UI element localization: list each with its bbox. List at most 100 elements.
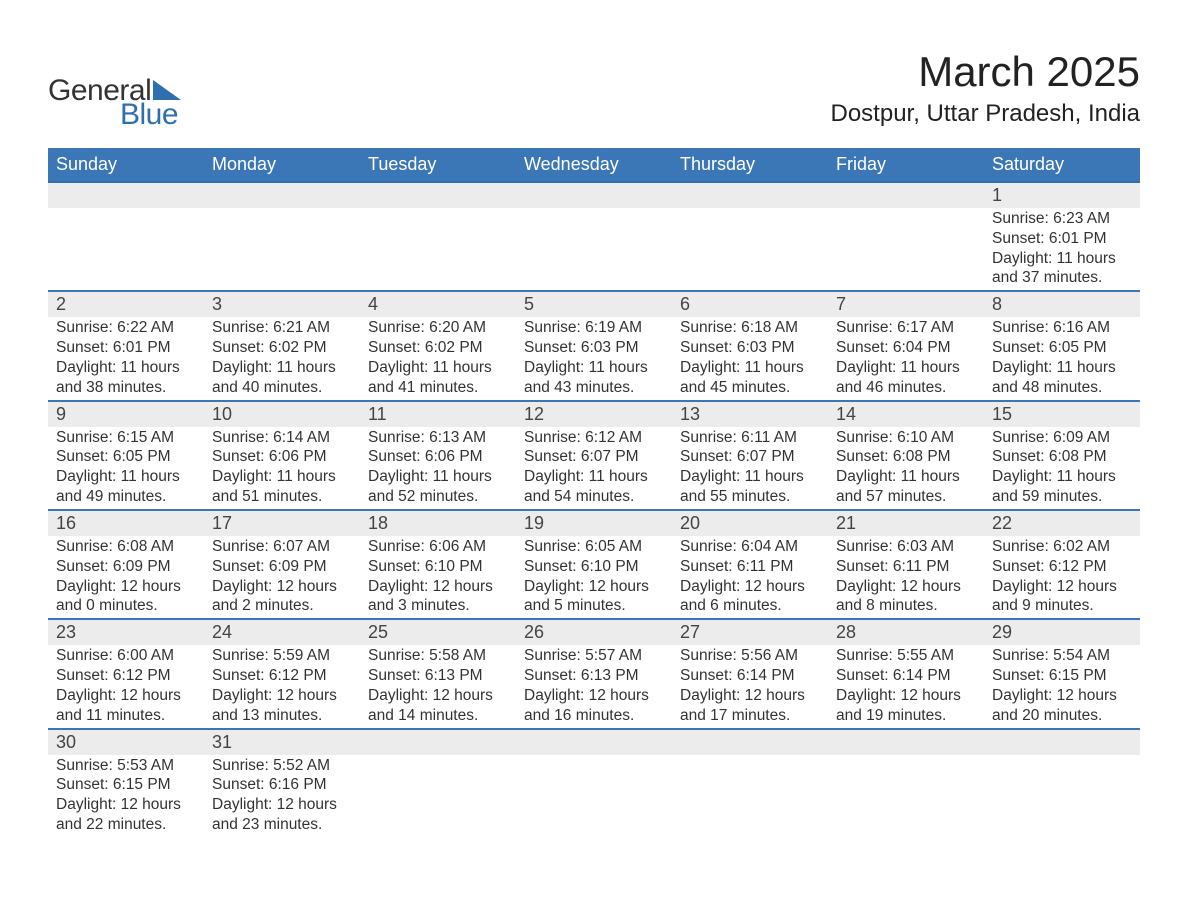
daylight-text-1: Daylight: 11 hours [836,358,976,378]
day-detail-cell: Sunrise: 6:15 AMSunset: 6:05 PMDaylight:… [48,427,204,510]
weekday-header: Thursday [672,148,828,182]
daylight-text-2: and 5 minutes. [524,596,664,616]
day-number-row: 16171819202122 [48,510,1140,536]
weekday-header: Tuesday [360,148,516,182]
day-number-cell: 30 [48,729,204,755]
day-number-cell: 2 [48,291,204,317]
day-number-cell [828,729,984,755]
day-detail-cell: Sunrise: 6:10 AMSunset: 6:08 PMDaylight:… [828,427,984,510]
day-detail-cell [360,755,516,837]
day-number-cell: 5 [516,291,672,317]
day-detail-cell: Sunrise: 6:07 AMSunset: 6:09 PMDaylight:… [204,536,360,619]
sunrise-text: Sunrise: 5:52 AM [212,756,352,776]
daylight-text-2: and 54 minutes. [524,487,664,507]
sunrise-text: Sunrise: 6:22 AM [56,318,196,338]
empty-cell [56,209,196,287]
daylight-text-2: and 46 minutes. [836,378,976,398]
logo-text-2: Blue [120,100,181,130]
sunrise-text: Sunrise: 5:57 AM [524,646,664,666]
daylight-text-2: and 11 minutes. [56,706,196,726]
daylight-text-1: Daylight: 12 hours [212,577,352,597]
day-number-cell: 29 [984,619,1140,645]
day-number-cell [360,182,516,208]
calendar-table: Sunday Monday Tuesday Wednesday Thursday… [48,148,1140,837]
day-number-cell: 22 [984,510,1140,536]
day-detail-row: Sunrise: 6:23 AMSunset: 6:01 PMDaylight:… [48,208,1140,291]
daylight-text-1: Daylight: 12 hours [56,686,196,706]
day-number-cell: 26 [516,619,672,645]
daylight-text-1: Daylight: 11 hours [524,358,664,378]
weekday-header: Wednesday [516,148,672,182]
day-detail-cell: Sunrise: 6:03 AMSunset: 6:11 PMDaylight:… [828,536,984,619]
day-detail-cell [984,755,1140,837]
sunrise-text: Sunrise: 6:02 AM [992,537,1132,557]
day-number-cell [672,729,828,755]
title-block: March 2025 Dostpur, Uttar Pradesh, India [831,48,1141,128]
day-detail-row: Sunrise: 6:08 AMSunset: 6:09 PMDaylight:… [48,536,1140,619]
sunset-text: Sunset: 6:09 PM [56,557,196,577]
day-detail-cell [204,208,360,291]
sunset-text: Sunset: 6:15 PM [56,775,196,795]
daylight-text-2: and 16 minutes. [524,706,664,726]
daylight-text-1: Daylight: 11 hours [368,358,508,378]
day-detail-cell: Sunrise: 5:55 AMSunset: 6:14 PMDaylight:… [828,645,984,728]
day-number-cell: 6 [672,291,828,317]
weekday-header: Sunday [48,148,204,182]
day-detail-cell: Sunrise: 6:11 AMSunset: 6:07 PMDaylight:… [672,427,828,510]
daylight-text-2: and 43 minutes. [524,378,664,398]
daylight-text-1: Daylight: 12 hours [836,577,976,597]
empty-cell [836,756,976,834]
day-detail-cell: Sunrise: 6:12 AMSunset: 6:07 PMDaylight:… [516,427,672,510]
daylight-text-2: and 8 minutes. [836,596,976,616]
empty-cell [368,756,508,834]
sunset-text: Sunset: 6:03 PM [524,338,664,358]
sunset-text: Sunset: 6:03 PM [680,338,820,358]
daylight-text-1: Daylight: 12 hours [680,686,820,706]
day-number-cell: 10 [204,401,360,427]
sunset-text: Sunset: 6:14 PM [836,666,976,686]
daylight-text-1: Daylight: 12 hours [836,686,976,706]
daylight-text-1: Daylight: 12 hours [680,577,820,597]
daylight-text-2: and 59 minutes. [992,487,1132,507]
day-detail-cell: Sunrise: 6:18 AMSunset: 6:03 PMDaylight:… [672,317,828,400]
day-detail-cell: Sunrise: 6:08 AMSunset: 6:09 PMDaylight:… [48,536,204,619]
daylight-text-1: Daylight: 11 hours [680,358,820,378]
logo: General Blue [48,48,181,130]
sunset-text: Sunset: 6:02 PM [212,338,352,358]
page-title: March 2025 [831,48,1141,96]
sunrise-text: Sunrise: 6:18 AM [680,318,820,338]
daylight-text-1: Daylight: 11 hours [56,467,196,487]
day-detail-cell: Sunrise: 5:54 AMSunset: 6:15 PMDaylight:… [984,645,1140,728]
day-detail-cell: Sunrise: 5:56 AMSunset: 6:14 PMDaylight:… [672,645,828,728]
day-number-cell: 4 [360,291,516,317]
day-detail-cell: Sunrise: 6:16 AMSunset: 6:05 PMDaylight:… [984,317,1140,400]
empty-cell [368,209,508,287]
empty-cell [680,756,820,834]
day-number-cell: 9 [48,401,204,427]
empty-cell [992,756,1132,834]
daylight-text-2: and 52 minutes. [368,487,508,507]
daylight-text-1: Daylight: 11 hours [992,249,1132,269]
daylight-text-1: Daylight: 12 hours [56,577,196,597]
day-number-cell: 28 [828,619,984,645]
daylight-text-2: and 22 minutes. [56,815,196,835]
day-detail-cell: Sunrise: 6:14 AMSunset: 6:06 PMDaylight:… [204,427,360,510]
empty-cell [524,209,664,287]
daylight-text-2: and 19 minutes. [836,706,976,726]
sunset-text: Sunset: 6:06 PM [212,447,352,467]
day-detail-cell [672,208,828,291]
daylight-text-2: and 23 minutes. [212,815,352,835]
daylight-text-1: Daylight: 11 hours [992,358,1132,378]
daylight-text-1: Daylight: 12 hours [368,577,508,597]
day-detail-cell: Sunrise: 5:58 AMSunset: 6:13 PMDaylight:… [360,645,516,728]
sunrise-text: Sunrise: 6:16 AM [992,318,1132,338]
weekday-header: Friday [828,148,984,182]
sunrise-text: Sunrise: 5:55 AM [836,646,976,666]
daylight-text-2: and 6 minutes. [680,596,820,616]
sunset-text: Sunset: 6:10 PM [524,557,664,577]
daylight-text-1: Daylight: 12 hours [368,686,508,706]
sunset-text: Sunset: 6:04 PM [836,338,976,358]
sunrise-text: Sunrise: 6:00 AM [56,646,196,666]
day-number-cell [48,182,204,208]
day-number-cell: 18 [360,510,516,536]
